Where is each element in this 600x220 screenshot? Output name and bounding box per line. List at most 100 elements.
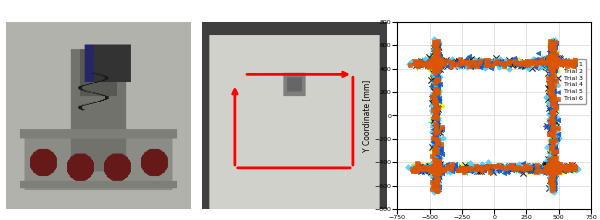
Trial 5 bbox=[569, 167, 578, 171]
Trial 1 bbox=[500, 63, 510, 67]
Trial 3 bbox=[548, 146, 557, 149]
Trial 5 bbox=[431, 166, 440, 170]
Trial 3 bbox=[502, 167, 512, 170]
Trial 6 bbox=[518, 167, 528, 170]
Trial 4 bbox=[431, 167, 440, 171]
Trial 5 bbox=[554, 62, 564, 65]
Trial 2 bbox=[540, 64, 550, 68]
Trial 5 bbox=[431, 170, 440, 174]
Trial 5 bbox=[490, 61, 500, 64]
Trial 1 bbox=[421, 60, 430, 64]
Trial 1 bbox=[457, 165, 466, 169]
Trial 4 bbox=[549, 61, 559, 65]
Trial 5 bbox=[464, 167, 473, 170]
Trial 3 bbox=[550, 115, 559, 119]
Trial 1 bbox=[430, 165, 439, 169]
Trial 6 bbox=[433, 40, 443, 43]
Trial 4 bbox=[434, 168, 443, 171]
Trial 6 bbox=[556, 63, 566, 66]
Trial 2 bbox=[550, 170, 559, 173]
Trial 3 bbox=[432, 61, 442, 64]
Trial 3 bbox=[476, 62, 486, 66]
Trial 3 bbox=[430, 165, 440, 168]
Trial 4 bbox=[553, 132, 563, 135]
Trial 2 bbox=[427, 64, 436, 68]
Trial 1 bbox=[434, 167, 444, 170]
Trial 6 bbox=[550, 62, 560, 65]
Trial 3 bbox=[432, 89, 442, 92]
Trial 3 bbox=[428, 164, 437, 168]
Trial 4 bbox=[546, 141, 556, 145]
Trial 5 bbox=[431, 176, 441, 179]
Trial 5 bbox=[549, 69, 559, 72]
Trial 6 bbox=[430, 57, 439, 61]
Trial 5 bbox=[437, 127, 446, 131]
Trial 6 bbox=[545, 181, 555, 184]
Trial 6 bbox=[546, 164, 556, 168]
Trial 1 bbox=[548, 143, 557, 147]
Trial 4 bbox=[571, 166, 580, 170]
Trial 1 bbox=[548, 166, 558, 170]
Trial 2 bbox=[544, 61, 554, 64]
Trial 5 bbox=[434, 185, 444, 189]
Trial 3 bbox=[433, 146, 442, 150]
Trial 6 bbox=[432, 168, 442, 172]
Trial 4 bbox=[548, 60, 558, 63]
Trial 4 bbox=[545, 160, 555, 163]
Trial 2 bbox=[531, 61, 541, 64]
Trial 6 bbox=[561, 167, 571, 171]
Trial 4 bbox=[407, 167, 416, 170]
Trial 3 bbox=[471, 63, 481, 67]
Trial 4 bbox=[561, 166, 571, 169]
Trial 3 bbox=[550, 62, 560, 66]
Trial 6 bbox=[540, 168, 550, 172]
Trial 5 bbox=[430, 173, 439, 176]
Trial 1 bbox=[413, 165, 423, 169]
Trial 2 bbox=[428, 115, 438, 119]
Trial 5 bbox=[430, 139, 439, 143]
Trial 6 bbox=[548, 66, 558, 69]
Trial 1 bbox=[548, 165, 558, 169]
Trial 3 bbox=[545, 167, 554, 171]
Trial 6 bbox=[434, 59, 443, 62]
Trial 1 bbox=[550, 167, 559, 170]
Trial 3 bbox=[430, 54, 440, 58]
Trial 6 bbox=[431, 68, 440, 71]
Trial 4 bbox=[411, 167, 421, 170]
Trial 4 bbox=[551, 39, 560, 42]
Trial 1 bbox=[433, 75, 443, 78]
Trial 4 bbox=[560, 167, 570, 170]
Trial 1 bbox=[547, 164, 556, 168]
Trial 5 bbox=[544, 118, 553, 121]
Trial 1 bbox=[431, 127, 440, 130]
Trial 6 bbox=[431, 168, 440, 172]
Trial 3 bbox=[559, 167, 569, 170]
Trial 2 bbox=[547, 62, 556, 65]
Trial 5 bbox=[551, 164, 560, 168]
Trial 5 bbox=[447, 167, 457, 170]
Trial 6 bbox=[427, 61, 437, 64]
Trial 4 bbox=[568, 62, 577, 65]
Trial 1 bbox=[424, 62, 434, 65]
Trial 3 bbox=[431, 130, 440, 134]
Trial 1 bbox=[428, 58, 438, 61]
Trial 2 bbox=[543, 170, 553, 173]
Trial 4 bbox=[432, 97, 442, 101]
Trial 1 bbox=[428, 164, 437, 168]
Trial 5 bbox=[546, 82, 556, 85]
Trial 3 bbox=[474, 60, 484, 64]
Trial 2 bbox=[428, 72, 437, 76]
Trial 4 bbox=[534, 168, 544, 171]
Trial 5 bbox=[566, 166, 576, 170]
Trial 5 bbox=[547, 120, 556, 124]
Trial 6 bbox=[556, 62, 566, 65]
Trial 3 bbox=[431, 183, 441, 186]
Trial 4 bbox=[430, 179, 440, 182]
Trial 1 bbox=[464, 59, 473, 62]
Trial 3 bbox=[555, 58, 565, 61]
Trial 2 bbox=[523, 62, 533, 65]
Trial 6 bbox=[549, 63, 559, 66]
Trial 3 bbox=[432, 165, 442, 169]
Trial 6 bbox=[457, 59, 466, 63]
Trial 6 bbox=[478, 165, 488, 169]
